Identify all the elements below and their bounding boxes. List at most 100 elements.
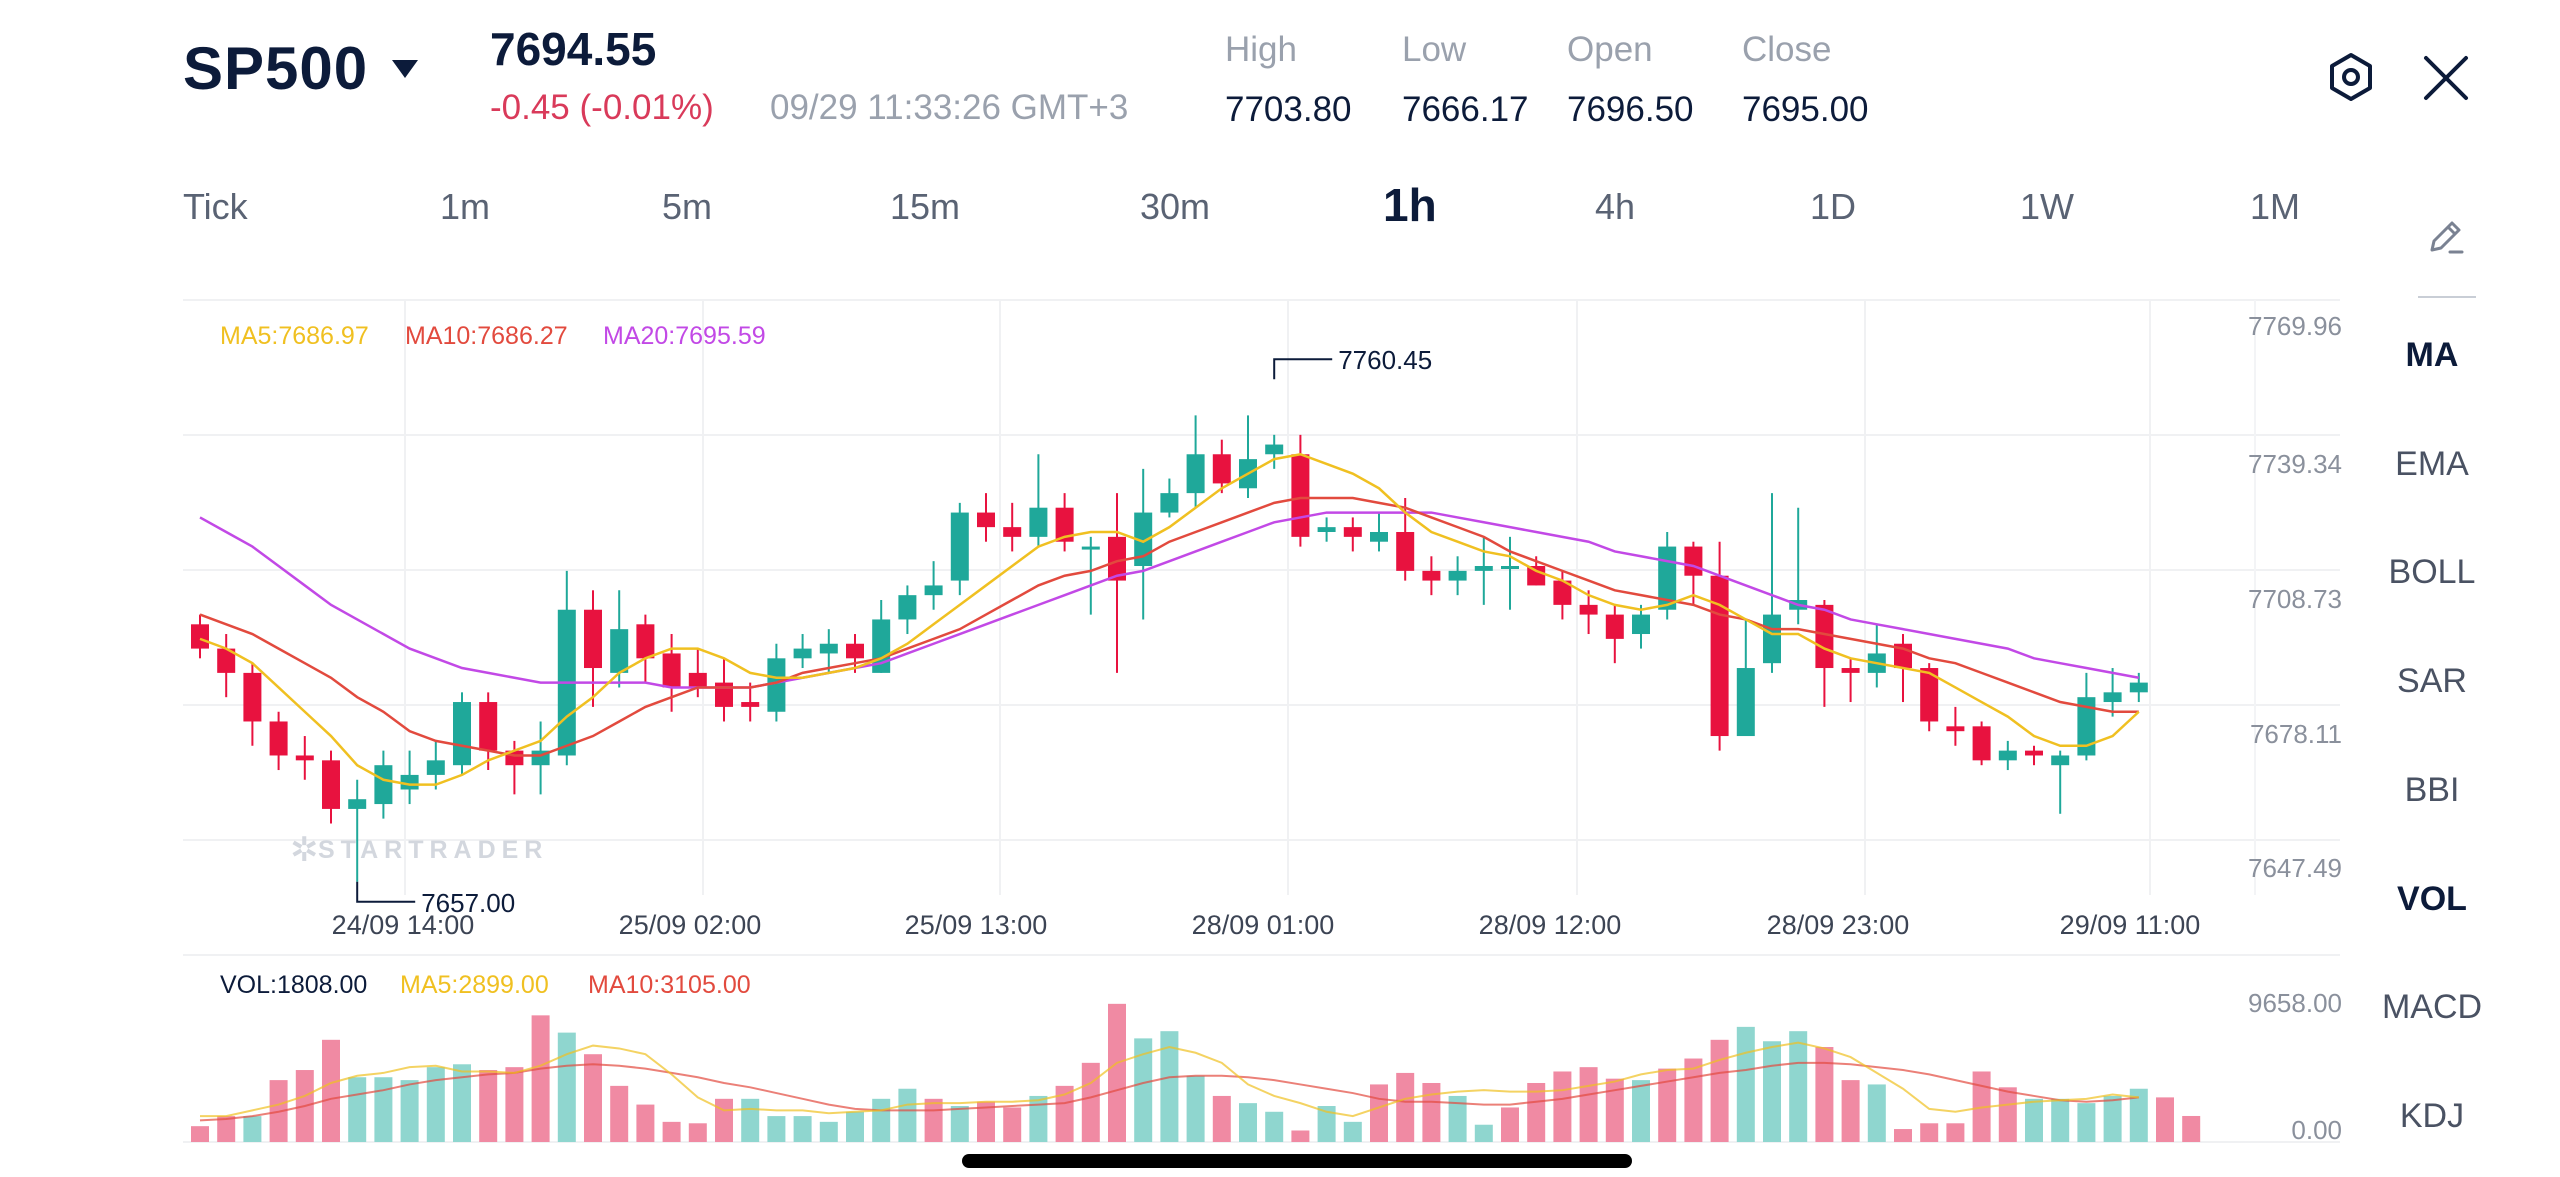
tab-15m[interactable]: 15m xyxy=(890,186,961,227)
candle-body xyxy=(1998,750,2017,761)
volume-bar xyxy=(1527,1082,1546,1142)
indicator-kdj[interactable]: KDJ xyxy=(2399,1097,2465,1135)
indicator-boll[interactable]: BOLL xyxy=(2388,553,2476,591)
volume-bar xyxy=(1501,1107,1519,1142)
volume-bar xyxy=(1160,1031,1179,1142)
quote-datetime: 09/29 11:33:26 GMT+3 xyxy=(770,88,1129,127)
startrader-watermark: STARTRADER xyxy=(318,836,548,864)
tab-4h[interactable]: 4h xyxy=(1595,186,1636,227)
volume-bar xyxy=(1317,1106,1336,1142)
candle-body xyxy=(191,624,209,649)
volume-bar xyxy=(584,1054,602,1142)
caret-down-icon[interactable] xyxy=(392,60,418,78)
pencil-draw-icon[interactable] xyxy=(2424,214,2468,258)
volume-bar xyxy=(1029,1095,1048,1142)
indicator-vol[interactable]: VOL xyxy=(2397,880,2467,918)
home-indicator-bar xyxy=(962,1154,1632,1168)
volume-bar xyxy=(950,1106,969,1142)
volume-bar xyxy=(1920,1123,1939,1142)
indicator-sar[interactable]: SAR xyxy=(2397,662,2467,700)
volume-bar xyxy=(1605,1078,1624,1142)
candle-body xyxy=(1291,454,1310,537)
tab-1m[interactable]: 1m xyxy=(440,186,491,227)
candle-body xyxy=(819,643,838,654)
candle-body xyxy=(1343,527,1362,537)
candle-body xyxy=(1474,566,1493,571)
min-price-pointer xyxy=(356,881,416,903)
close-icon[interactable] xyxy=(2420,52,2472,104)
volume-bar xyxy=(1658,1068,1677,1142)
volume-bar xyxy=(1370,1084,1388,1142)
hexagon-settings-icon[interactable] xyxy=(2326,52,2376,102)
tab-30m[interactable]: 30m xyxy=(1140,186,1211,227)
volume-bar xyxy=(453,1064,471,1142)
volume-bar xyxy=(1789,1031,1808,1142)
volume-axis-label: 9658.00 xyxy=(2248,988,2342,1018)
candle-body xyxy=(1710,575,1729,737)
vol-legend: VOL:1808.00 xyxy=(220,971,367,999)
volume-bar xyxy=(1108,1003,1126,1142)
volume-bar xyxy=(610,1085,629,1142)
candle-body xyxy=(977,512,995,528)
candlestick-chart[interactable]: 7769.96 7739.34 7708.73 7678.11 7647.49 24/09… xyxy=(0,0,2380,1177)
low-value: 7666.17 xyxy=(1402,90,1529,129)
tab-1mo[interactable]: 1M xyxy=(2250,186,2301,227)
open-label: Open xyxy=(1567,30,1653,69)
volume-bar xyxy=(1867,1084,1886,1142)
volume-bar xyxy=(1998,1087,2017,1142)
candle-body xyxy=(688,672,707,688)
ma10-legend: MA10:7686.27 xyxy=(405,322,568,350)
tab-1w[interactable]: 1W xyxy=(2020,186,2074,227)
candle-body xyxy=(348,799,367,809)
candle-body xyxy=(1003,527,1022,537)
volume-bar xyxy=(662,1121,681,1142)
candle-body xyxy=(898,595,917,620)
time-axis-label: 24/09 14:00 xyxy=(332,910,475,940)
time-axis-label: 25/09 02:00 xyxy=(619,910,762,940)
volume-bar xyxy=(977,1101,995,1142)
price-axis-label: 7769.96 xyxy=(2248,311,2342,341)
time-axis-label: 28/09 12:00 xyxy=(1479,910,1622,940)
vol-ma5-line xyxy=(200,1041,2139,1118)
time-axis-label: 29/09 11:00 xyxy=(2060,910,2201,940)
volume-bar xyxy=(322,1039,340,1142)
star-logo-icon: ✲ xyxy=(290,831,319,869)
volume-bar xyxy=(1946,1123,1965,1142)
volume-bar xyxy=(1736,1026,1755,1142)
candle-body xyxy=(1946,726,1965,732)
tab-1h[interactable]: 1h xyxy=(1383,179,1437,231)
candle-body xyxy=(2051,755,2070,766)
change-percent: (-0.01%) xyxy=(579,88,714,127)
volume-bar xyxy=(2182,1115,2201,1142)
candle-body xyxy=(1265,444,1284,455)
candle-body xyxy=(269,721,288,756)
volume-bar xyxy=(1815,1047,1834,1142)
indicator-macd[interactable]: MACD xyxy=(2381,988,2483,1026)
indicator-ma[interactable]: MA xyxy=(2405,336,2459,374)
tab-5m[interactable]: 5m xyxy=(662,186,713,227)
high-value: 7703.80 xyxy=(1225,90,1352,129)
candle-body xyxy=(924,585,943,596)
volume-bar xyxy=(1239,1103,1257,1142)
volume-bar xyxy=(2025,1098,2043,1142)
candle-body xyxy=(295,755,314,761)
volume-bar xyxy=(374,1077,393,1142)
indicator-bbi[interactable]: BBI xyxy=(2404,771,2460,809)
volume-bar xyxy=(1710,1039,1729,1142)
candle-body xyxy=(1108,536,1126,581)
candle-body xyxy=(374,765,393,805)
indicator-ema[interactable]: EMA xyxy=(2395,445,2469,483)
candle-body xyxy=(793,648,812,659)
symbol-selector[interactable]: SP500 xyxy=(183,35,369,102)
candle-body xyxy=(636,624,655,659)
candle-body xyxy=(1212,454,1231,484)
candle-body xyxy=(426,760,445,775)
tab-1d[interactable]: 1D xyxy=(1810,186,1857,227)
max-price-annotation: 7760.45 xyxy=(1338,345,1432,375)
tab-tick[interactable]: Tick xyxy=(183,186,248,227)
volume-bar xyxy=(1474,1124,1493,1142)
candle-body xyxy=(243,672,262,722)
time-axis-label: 28/09 01:00 xyxy=(1192,910,1335,940)
volume-bar xyxy=(348,1077,367,1142)
volume-bar xyxy=(1134,1038,1153,1142)
